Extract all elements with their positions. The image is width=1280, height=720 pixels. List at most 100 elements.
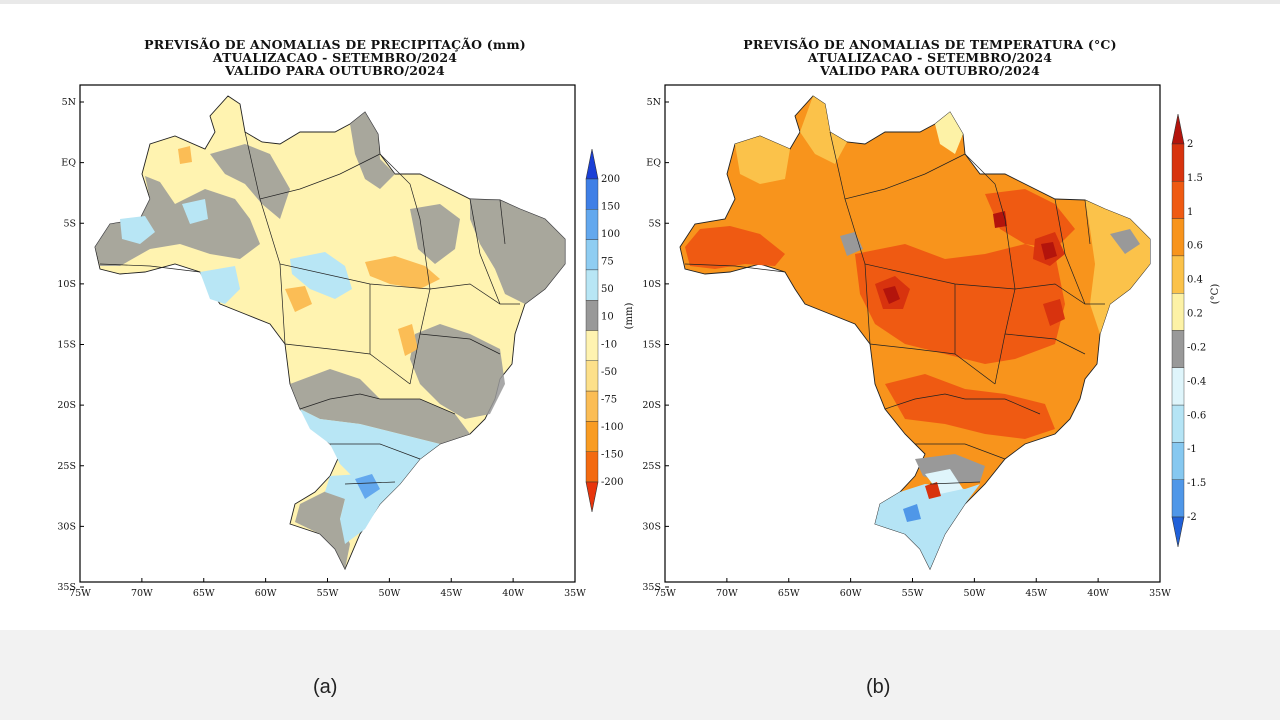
precipitation-map: 5N EQ 5S 10S 15S 20S 25S 30S 35S 75W 70W 65W 60W 55W… — [57, 84, 635, 599]
wet-zone-central-west — [290, 252, 352, 299]
colorbar-label: -100 — [601, 422, 623, 433]
colorbar-label: -2 — [1187, 512, 1197, 523]
wet-zone-west — [120, 216, 155, 244]
hot-zone-core-mt-deep — [883, 286, 900, 304]
lon-tick-label: 50W — [963, 588, 985, 599]
colorbar-segment — [1171, 181, 1185, 219]
top-strip — [0, 0, 1280, 4]
warm-zone-light-northeast — [1085, 200, 1150, 334]
neutral-zone-far-south — [295, 489, 350, 569]
lon-tick-label: 60W — [840, 588, 862, 599]
state-borders — [684, 131, 1105, 485]
colorbar-label: -150 — [601, 449, 623, 460]
unit-label: (°C) — [1210, 284, 1221, 305]
lat-tick-label: 20S — [642, 400, 661, 411]
colorbar-segment — [1171, 404, 1185, 443]
brazil-map — [679, 95, 1151, 571]
colorbar-label: -0.4 — [1187, 376, 1206, 387]
state-borders — [99, 131, 520, 485]
brazil-map — [94, 95, 566, 571]
colorbar-label: 150 — [601, 202, 620, 213]
hot-zone-parana — [925, 482, 941, 499]
lat-tick-label: 35S — [57, 582, 76, 593]
colorbar-label: -75 — [601, 394, 617, 405]
colorbar-label: -50 — [601, 367, 617, 378]
cool-zone-south — [875, 484, 980, 569]
colorbar-segment — [1171, 330, 1185, 368]
colorbar-top-arrow — [585, 148, 599, 180]
neutral-zone-northeast — [470, 199, 565, 304]
neutral-zone-west — [95, 176, 260, 266]
lat-tick-label: 5N — [647, 97, 661, 108]
colorbar-segment — [585, 178, 599, 210]
lat-tick-label: 20S — [57, 400, 76, 411]
hot-zone-core-pa — [993, 211, 1007, 228]
title-line-2: ATUALIZACAO - SETEMBRO/2024 — [807, 50, 1053, 65]
neutral-zone-east-coast — [1110, 229, 1140, 254]
title-line-3: VALIDO PARA OUTUBRO/2024 — [225, 63, 445, 78]
colorbar-segment — [585, 239, 599, 271]
hot-zone-amazon — [685, 226, 785, 269]
title-line-1: PREVISÃO DE ANOMALIAS DE TEMPERATURA (°C… — [743, 37, 1117, 52]
colorbar-segment — [585, 421, 599, 452]
dry-zone-goias — [398, 324, 418, 356]
cool-zone-south-pale — [925, 469, 963, 494]
lon-tick-label: 60W — [255, 588, 277, 599]
lon-tick-label: 50W — [378, 588, 400, 599]
colorbar-segment — [1171, 143, 1185, 182]
hot-zone-core-ba — [1043, 299, 1065, 326]
lon-tick-label: 45W — [440, 588, 462, 599]
lat-tick-label: 25S — [57, 461, 76, 472]
temperature-title: PREVISÃO DE ANOMALIAS DE TEMPERATURA (°C… — [665, 38, 1195, 77]
title-line-3: VALIDO PARA OUTUBRO/2024 — [820, 63, 1040, 78]
lon-tick-label: 75W — [654, 588, 676, 599]
colorbar-top-arrow — [1171, 113, 1185, 145]
colorbar-label: 1 — [1187, 207, 1193, 218]
neutral-zone-north — [210, 144, 290, 219]
lat-tick-label: 5S — [63, 218, 76, 229]
neutral-zone-east — [410, 204, 460, 264]
colorbar-label: -200 — [601, 477, 623, 488]
colorbar-label: 2 — [1187, 139, 1193, 150]
lat-tick-label: EQ — [646, 158, 661, 169]
neutral-zone-amapa — [350, 112, 395, 189]
temperature-map: 5N EQ 5S 10S 15S 20S 25S 30S 35S 75W 70W 65W 60W 55W… — [642, 84, 1221, 599]
wet-zone-rondonia — [200, 266, 240, 304]
lon-tick-label: 65W — [193, 588, 215, 599]
wet-zone-south — [325, 474, 395, 544]
warm-zone-light-north — [800, 96, 847, 164]
cool-zone-deep — [903, 504, 921, 522]
lon-tick-label: 70W — [131, 588, 153, 599]
hot-zone-core-ne-deep — [1041, 242, 1057, 260]
colorbar-label: 0.2 — [1187, 309, 1203, 320]
lon-ticks: 75W 70W 65W 60W 55W 50W 45W 40W 35W — [654, 578, 1171, 599]
lon-tick-label: 75W — [69, 588, 91, 599]
lon-tick-label: 55W — [317, 588, 339, 599]
colorbar: 200 150 100 75 50 10 -10 -50 -75 -100 -150 -200 — [585, 148, 623, 513]
lat-tick-label: EQ — [61, 158, 76, 169]
lat-tick-label: 35S — [642, 582, 661, 593]
colorbar-segment — [585, 269, 599, 301]
lon-ticks: 75W 70W 65W 60W 55W 50W 45W 40W 35W — [69, 578, 586, 599]
colorbar-segment — [585, 451, 599, 483]
neutral-zone-central — [410, 324, 505, 419]
colorbar-segment — [585, 390, 599, 422]
warm-zone-light-amapa — [935, 112, 963, 154]
lat-tick-label: 5N — [62, 97, 76, 108]
dry-zone-north — [365, 256, 440, 289]
colorbar-segment — [585, 209, 599, 240]
colorbar-segment — [585, 330, 599, 361]
caption-a: (a) — [313, 676, 338, 698]
wet-zone-northwest — [182, 199, 208, 224]
hot-zone-southeast — [885, 374, 1055, 439]
precipitation-panel: PREVISÃO DE ANOMALIAS DE PRECIPITAÇÃO (m… — [0, 4, 640, 630]
colorbar-label: -1.5 — [1187, 478, 1206, 489]
colorbar-label: 50 — [601, 284, 614, 295]
lon-tick-label: 40W — [1087, 588, 1109, 599]
neutral-zone-south — [290, 369, 470, 444]
colorbar-label: -0.2 — [1187, 342, 1206, 353]
colorbar-label: -0.6 — [1187, 410, 1206, 421]
lat-tick-label: 30S — [57, 521, 76, 532]
lon-tick-label: 70W — [716, 588, 738, 599]
lat-tick-label: 15S — [642, 340, 661, 351]
